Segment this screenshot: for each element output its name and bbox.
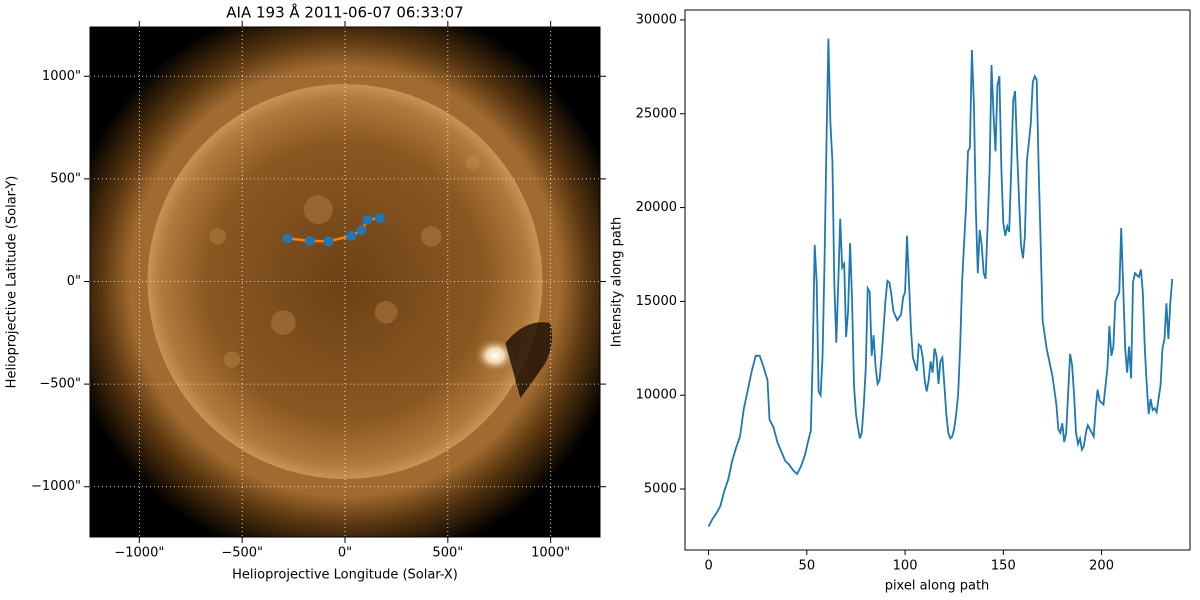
active-region — [421, 226, 442, 247]
y-axis-label: Intensity along path — [610, 217, 625, 347]
y-tick-label: 30000 — [636, 12, 677, 27]
y-tick-label: 1000" — [42, 69, 81, 84]
active-region — [465, 155, 480, 170]
path-point — [305, 235, 316, 246]
active-region — [374, 300, 398, 324]
active-region — [270, 310, 296, 335]
active-region — [209, 228, 226, 245]
y-tick-label: −500" — [39, 377, 81, 392]
path-point — [323, 236, 334, 247]
intensity-line — [707, 38, 1174, 527]
x-tick-label: 200 — [1089, 559, 1114, 574]
active-region — [223, 351, 241, 368]
axes-frame — [684, 9, 1191, 551]
axes-frame — [89, 26, 601, 538]
x-axis-label: pixel along path — [885, 579, 990, 594]
y-tick-label: 0" — [67, 274, 81, 289]
x-tick-label: 500" — [432, 546, 463, 561]
y-tick-label: 20000 — [636, 200, 677, 215]
x-tick-label: 150 — [991, 559, 1016, 574]
prominence — [505, 322, 553, 399]
path-point — [282, 233, 293, 244]
path-point — [356, 225, 367, 236]
y-tick-label: −1000" — [31, 479, 81, 494]
x-tick-label: 0" — [338, 546, 352, 561]
flare — [473, 337, 518, 374]
y-tick-label: 10000 — [636, 388, 677, 403]
solar-disk — [147, 84, 543, 479]
active-region — [303, 195, 333, 225]
x-tick-label: 0 — [704, 559, 712, 574]
chart-title: AIA 193 Å 2011-06-07 06:33:07 — [226, 3, 463, 22]
x-tick-label: 1000" — [531, 546, 570, 561]
y-tick-label: 500" — [50, 171, 81, 186]
x-tick-label: −500" — [221, 546, 263, 561]
path-point — [362, 214, 373, 225]
x-tick-label: 50 — [799, 559, 816, 574]
path-point — [374, 212, 385, 223]
y-axis-label: Helioprojective Latitude (Solar-Y) — [5, 176, 20, 389]
x-tick-label: 100 — [893, 559, 918, 574]
x-tick-label: −1000" — [114, 546, 164, 561]
y-tick-label: 15000 — [636, 294, 677, 309]
y-tick-label: 5000 — [644, 482, 677, 497]
y-tick-label: 25000 — [636, 106, 677, 121]
path-point — [346, 230, 357, 241]
x-axis-label: Helioprojective Longitude (Solar-X) — [232, 568, 458, 583]
